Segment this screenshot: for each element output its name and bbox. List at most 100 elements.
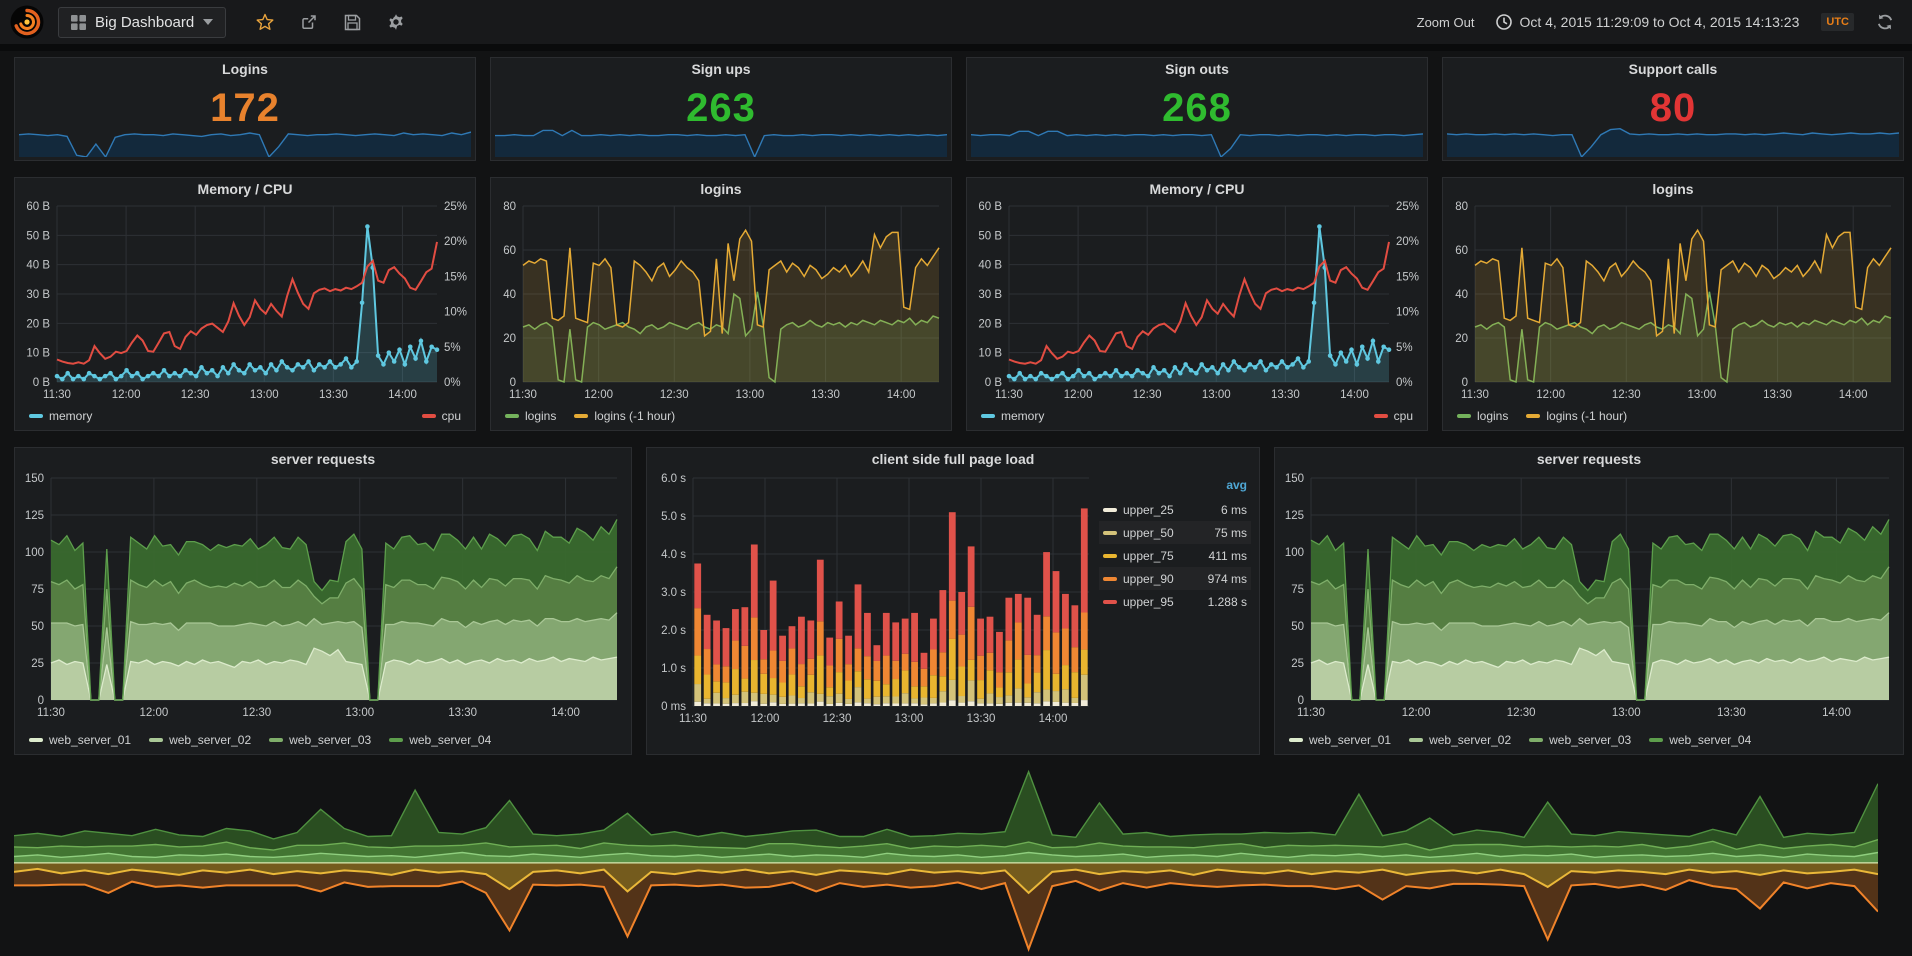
logins-chart[interactable]: 0 20 40 60 80 11:30 12:00 12:30 13:00 13:30 14:00 <box>1443 200 1903 404</box>
memory-cpu-chart[interactable]: 0 B 10 B 20 B 30 B 40 B 50 B 60 B 0% 5% 10% 15% 20%… <box>15 200 475 404</box>
memory-cpu-chart[interactable]: 0 B 10 B 20 B 30 B 40 B 50 B 60 B 0% 5% 10% 15% 20%… <box>967 200 1427 404</box>
settings-button[interactable] <box>387 13 405 31</box>
server-requests-chart[interactable]: 0 25 50 75 100 125 150 11:30 12:00 12:30 13:00 13:3… <box>15 470 631 722</box>
svg-text:12:00: 12:00 <box>584 389 613 401</box>
share-button[interactable] <box>300 13 318 31</box>
legend-item[interactable]: web_server_04 <box>389 733 491 747</box>
server-requests-chart[interactable]: 0 25 50 75 100 125 150 11:30 12:00 12:30 13:00 13:3… <box>1275 470 1903 722</box>
svg-text:13:00: 13:00 <box>250 389 279 401</box>
legend-value: 974 ms <box>1207 571 1247 586</box>
panel-title[interactable]: Sign ups <box>691 61 751 77</box>
legend-swatch <box>1103 530 1117 535</box>
svg-text:13:00: 13:00 <box>1612 707 1641 719</box>
svg-text:20: 20 <box>1455 333 1468 345</box>
svg-text:12:30: 12:30 <box>1133 389 1162 401</box>
legend-value: 411 ms <box>1208 548 1247 563</box>
legend-item[interactable]: logins (-1 hour) <box>574 409 675 423</box>
legend-item[interactable]: memory <box>981 409 1044 423</box>
panel-title[interactable]: Sign outs <box>1165 61 1229 77</box>
client-page-load-chart[interactable]: 0 ms 1.0 s 2.0 s 3.0 s 4.0 s 5.0 s 6.0 s 11:30 1… <box>647 470 1259 732</box>
svg-text:60 B: 60 B <box>26 201 50 213</box>
svg-text:125: 125 <box>25 510 44 522</box>
legend-table-row[interactable]: upper_50 75 ms <box>1099 521 1251 544</box>
svg-text:13:30: 13:30 <box>1271 389 1300 401</box>
star-button[interactable] <box>256 13 274 31</box>
svg-text:11:30: 11:30 <box>1461 389 1489 401</box>
svg-text:50: 50 <box>1291 621 1304 633</box>
legend-swatch <box>421 414 436 418</box>
legend-value: 6 ms <box>1220 502 1247 517</box>
svg-text:12:30: 12:30 <box>823 713 852 725</box>
save-button[interactable] <box>344 14 361 31</box>
dashboard-picker[interactable]: Big Dashboard <box>58 6 227 38</box>
svg-text:11:30: 11:30 <box>43 389 71 401</box>
grafana-logo[interactable] <box>10 5 44 39</box>
legend-item[interactable]: web_server_04 <box>1649 733 1751 747</box>
panel-stat-supportcalls: Support calls 80 <box>1442 57 1904 161</box>
panel-stat-signouts: Sign outs 268 <box>966 57 1428 161</box>
legend-table-row[interactable]: upper_95 1.288 s <box>1099 590 1251 613</box>
legend-item[interactable]: memory <box>29 409 92 423</box>
legend-table: avg upper_25 6 ms upper_50 75 ms upper_75 411 … <box>1099 476 1251 613</box>
panel-title[interactable]: Logins <box>222 61 268 77</box>
caret-down-icon <box>203 19 214 25</box>
legend-table-row[interactable]: upper_75 411 ms <box>1099 544 1251 567</box>
legend-label: upper_75 <box>1123 548 1174 563</box>
svg-text:0 B: 0 B <box>33 377 51 389</box>
legend-item[interactable]: cpu <box>421 409 461 423</box>
legend-label: cpu <box>1393 409 1413 423</box>
panel-title[interactable]: Support calls <box>1628 61 1718 77</box>
panel-title[interactable]: logins <box>1652 181 1694 197</box>
legend-item[interactable]: logins (-1 hour) <box>1526 409 1627 423</box>
panel-title[interactable]: Memory / CPU <box>197 181 293 197</box>
svg-text:40 B: 40 B <box>26 260 50 272</box>
legend-label: web_server_02 <box>1429 733 1512 747</box>
legend-item[interactable]: web_server_02 <box>1409 733 1511 747</box>
svg-text:0: 0 <box>510 377 516 389</box>
panel-title[interactable]: client side full page load <box>871 451 1035 467</box>
legend-item[interactable]: web_server_03 <box>269 733 371 747</box>
svg-text:11:30: 11:30 <box>995 389 1023 401</box>
legend-item[interactable]: logins <box>1457 409 1508 423</box>
svg-text:6.0 s: 6.0 s <box>661 473 686 485</box>
legend-swatch <box>1526 414 1541 418</box>
svg-text:0: 0 <box>1462 377 1468 389</box>
legend-item[interactable]: logins <box>505 409 556 423</box>
legend-item[interactable]: web_server_01 <box>29 733 131 747</box>
legend-label: upper_95 <box>1123 594 1174 609</box>
streamgraph-chart[interactable] <box>13 768 1879 954</box>
legend-table-row[interactable]: upper_90 974 ms <box>1099 567 1251 590</box>
legend-item[interactable]: cpu <box>1373 409 1413 423</box>
panel-title[interactable]: server requests <box>1536 451 1642 467</box>
zoom-out-button[interactable]: Zoom Out <box>1416 14 1475 30</box>
legend-swatch <box>1373 414 1388 418</box>
svg-text:3.0 s: 3.0 s <box>661 587 686 599</box>
svg-text:20 B: 20 B <box>978 318 1002 330</box>
refresh-button[interactable] <box>1876 13 1894 31</box>
panel-title[interactable]: logins <box>700 181 742 197</box>
stat-value: 172 <box>210 86 280 130</box>
time-range-picker[interactable]: Oct 4, 2015 11:29:09 to Oct 4, 2015 14:1… <box>1496 14 1799 30</box>
legend-table-row[interactable]: upper_25 6 ms <box>1099 498 1251 521</box>
legend-item[interactable]: web_server_02 <box>149 733 251 747</box>
legend-swatch <box>1103 576 1117 581</box>
svg-text:125: 125 <box>1285 510 1304 522</box>
svg-text:60 B: 60 B <box>978 201 1002 213</box>
clock-icon <box>1496 14 1513 30</box>
legend-table-header[interactable]: avg <box>1226 478 1247 492</box>
panel-title[interactable]: Memory / CPU <box>1149 181 1245 197</box>
legend-item[interactable]: web_server_01 <box>1289 733 1391 747</box>
logins-chart[interactable]: 0 20 40 60 80 11:30 12:00 12:30 13:00 13:30 14:00 <box>491 200 951 404</box>
legend-label: logins (-1 hour) <box>594 409 676 423</box>
legend-item[interactable]: web_server_03 <box>1529 733 1631 747</box>
svg-text:0: 0 <box>38 695 44 707</box>
panel-title[interactable]: server requests <box>270 451 376 467</box>
svg-text:13:30: 13:30 <box>1763 389 1792 401</box>
legend-label: memory <box>1001 409 1045 423</box>
legend-label: web_server_01 <box>1309 733 1392 747</box>
svg-text:12:30: 12:30 <box>181 389 210 401</box>
svg-text:13:30: 13:30 <box>1717 707 1746 719</box>
utc-badge[interactable]: UTC <box>1821 13 1854 31</box>
legend-label: upper_50 <box>1123 525 1174 540</box>
